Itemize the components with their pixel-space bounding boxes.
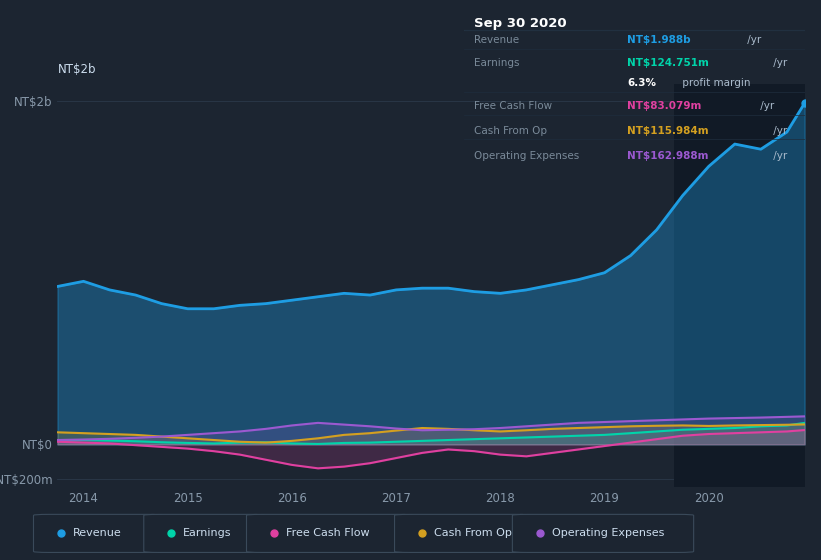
Text: Operating Expenses: Operating Expenses bbox=[552, 529, 664, 538]
Text: Earnings: Earnings bbox=[474, 58, 520, 68]
Text: Sep 30 2020: Sep 30 2020 bbox=[474, 17, 566, 30]
Text: Revenue: Revenue bbox=[73, 529, 122, 538]
Text: Free Cash Flow: Free Cash Flow bbox=[474, 101, 553, 111]
FancyBboxPatch shape bbox=[144, 514, 264, 552]
FancyBboxPatch shape bbox=[512, 514, 694, 552]
Text: Operating Expenses: Operating Expenses bbox=[474, 151, 580, 161]
Text: /yr: /yr bbox=[770, 58, 787, 68]
Text: Cash From Op: Cash From Op bbox=[433, 529, 511, 538]
Text: profit margin: profit margin bbox=[679, 78, 750, 88]
FancyBboxPatch shape bbox=[34, 514, 162, 552]
Text: /yr: /yr bbox=[770, 151, 787, 161]
Text: Free Cash Flow: Free Cash Flow bbox=[286, 529, 369, 538]
Bar bbox=[674, 84, 805, 487]
Text: NT$162.988m: NT$162.988m bbox=[627, 151, 709, 161]
Text: /yr: /yr bbox=[757, 101, 774, 111]
Text: NT$83.079m: NT$83.079m bbox=[627, 101, 702, 111]
Text: 6.3%: 6.3% bbox=[627, 78, 657, 88]
Text: NT$124.751m: NT$124.751m bbox=[627, 58, 709, 68]
FancyBboxPatch shape bbox=[395, 514, 530, 552]
Text: /yr: /yr bbox=[770, 126, 787, 136]
Text: Cash From Op: Cash From Op bbox=[474, 126, 547, 136]
Text: Revenue: Revenue bbox=[474, 35, 519, 45]
Text: Earnings: Earnings bbox=[183, 529, 232, 538]
FancyBboxPatch shape bbox=[246, 514, 413, 552]
Text: NT$1.988b: NT$1.988b bbox=[627, 35, 691, 45]
Text: /yr: /yr bbox=[744, 35, 761, 45]
Text: NT$115.984m: NT$115.984m bbox=[627, 126, 709, 136]
Text: NT$2b: NT$2b bbox=[57, 63, 96, 76]
